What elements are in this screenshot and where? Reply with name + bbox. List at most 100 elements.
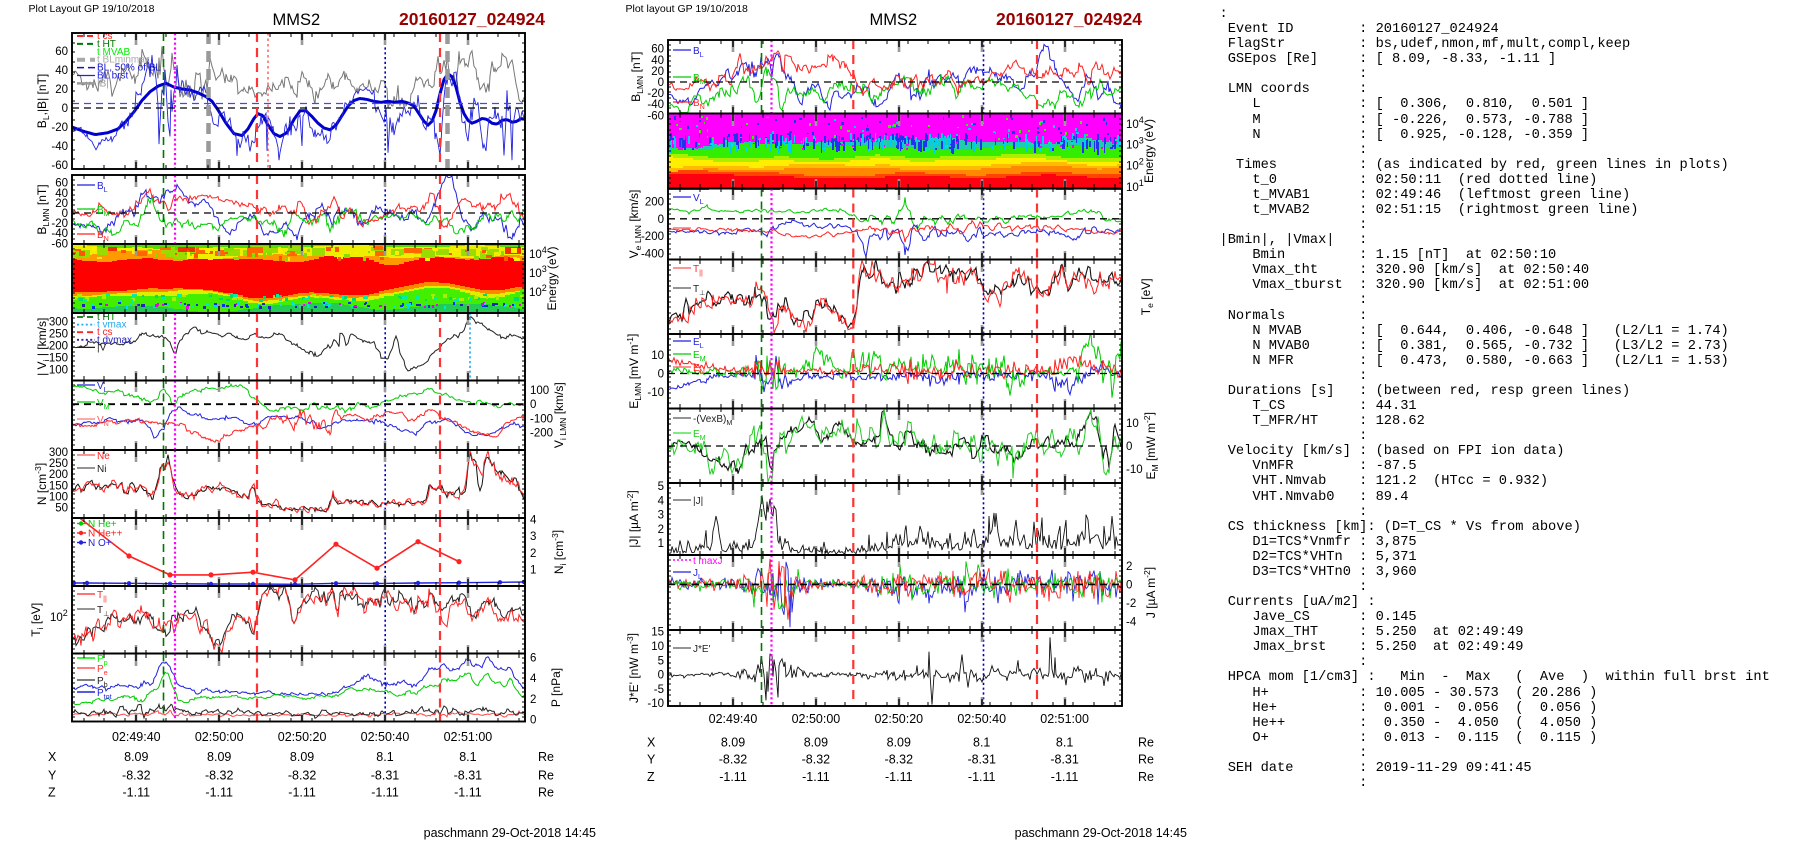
svg-text:Re: Re [538,769,554,783]
svg-text:-1.11: -1.11 [719,770,747,784]
svg-text:-8.32: -8.32 [205,769,234,783]
svg-text:20160127_024924: 20160127_024924 [996,9,1142,29]
svg-text:100: 100 [530,385,549,397]
svg-text:-1.11: -1.11 [802,770,830,784]
svg-text:Re: Re [1138,753,1154,767]
svg-text:Pe: Pe [97,664,108,677]
svg-text:Ni [cm-3]: Ni [cm-3] [550,530,568,574]
svg-text:Re: Re [538,786,554,800]
svg-text:Z: Z [48,786,56,800]
svg-text:300: 300 [49,447,68,459]
svg-text:|J|: |J| [693,496,703,507]
svg-text:Ptot: Ptot [97,688,112,701]
svg-text:8.09: 8.09 [721,736,745,750]
svg-text:BL: BL [693,46,704,59]
svg-text:40: 40 [55,65,68,77]
svg-text:4: 4 [530,673,537,685]
svg-text:N He++: N He++ [88,529,123,540]
svg-text:300: 300 [49,317,68,329]
svg-text:8.09: 8.09 [207,750,231,764]
svg-text:EM: EM [693,350,706,363]
svg-text:-1.11: -1.11 [205,786,233,800]
svg-text:| Vi | [km/s]: | Vi | [km/s] [35,318,51,376]
svg-text:Pp: Pp [97,654,108,667]
svg-text:8.09: 8.09 [124,750,148,764]
svg-text:Re: Re [538,750,554,764]
svg-text:-40: -40 [647,99,664,111]
svg-text:15: 15 [651,627,664,639]
svg-text:paschmann 29-Oct-2018 14:45: paschmann 29-Oct-2018 14:45 [424,826,596,840]
svg-text:P [nPa]: P [nPa] [549,668,563,707]
svg-text:t dvmax: t dvmax [97,335,132,346]
svg-text:t HT: t HT [97,39,116,50]
svg-text:8.1: 8.1 [376,750,393,764]
svg-text:t maxJ: t maxJ [693,556,722,567]
svg-text:20: 20 [55,198,68,210]
svg-text:02:51:00: 02:51:00 [1040,712,1089,726]
svg-text:BLMN [nT]: BLMN [nT] [35,184,51,234]
svg-text:J*E' [nW m-3]: J*E' [nW m-3] [625,633,641,703]
svg-text:-8.31: -8.31 [1050,753,1079,767]
svg-text:2: 2 [530,548,536,560]
svg-text:T⊥: T⊥ [97,605,109,618]
svg-text:8.1: 8.1 [973,736,990,750]
svg-text:60: 60 [55,178,68,190]
svg-text:-8.32: -8.32 [288,769,317,783]
svg-text:|V: |V [97,342,107,353]
svg-text:Energy (eV): Energy (eV) [1142,119,1156,183]
svg-text:8.1: 8.1 [1056,736,1073,750]
svg-text:N [cm-3]: N [cm-3] [33,463,49,505]
svg-text:-(VexB)M: -(VexB)M [693,414,732,427]
svg-text:-1.11: -1.11 [885,770,913,784]
svg-text:-1.11: -1.11 [968,770,996,784]
svg-text:0: 0 [1126,579,1132,591]
svg-text:6: 6 [530,653,536,665]
svg-text:t vmax: t vmax [97,320,126,331]
svg-text:1: 1 [530,564,536,576]
svg-text:Energy (eV): Energy (eV) [545,246,559,310]
svg-text:8.09: 8.09 [290,750,314,764]
svg-text:2: 2 [658,524,664,536]
svg-text:Plot Layout GP 19/10/2018: Plot Layout GP 19/10/2018 [29,3,155,15]
svg-text:8.09: 8.09 [887,736,911,750]
svg-text:8.09: 8.09 [804,736,828,750]
svg-text:-20: -20 [51,218,68,230]
svg-text:Y: Y [647,753,656,767]
svg-text:JL: JL [693,568,702,581]
svg-text:EN: EN [693,363,705,376]
svg-text:T||: T|| [97,590,107,603]
svg-text:Y: Y [48,769,57,783]
svg-text:-1.11: -1.11 [1051,770,1079,784]
svg-text:BL: BL [97,181,108,194]
svg-text:100: 100 [49,491,68,503]
svg-text:-40: -40 [51,141,68,153]
svg-text:-2: -2 [1126,598,1136,610]
svg-text:02:50:20: 02:50:20 [278,730,327,744]
svg-text:-8.31: -8.31 [371,769,400,783]
svg-text:J*E': J*E' [693,644,711,655]
svg-text:5: 5 [658,481,664,493]
svg-text:5: 5 [658,655,664,667]
svg-text:BL,|B| [nT]: BL,|B| [nT] [35,74,51,128]
svg-text:BN: BN [97,230,109,243]
svg-text:-400: -400 [641,249,664,261]
svg-text:Plot layout GP 19/10/2018: Plot layout GP 19/10/2018 [626,3,749,15]
svg-text:VL: VL [693,193,704,206]
svg-text:-8.32: -8.32 [719,753,748,767]
svg-text:EM [mW m-2]: EM [mW m-2] [1142,412,1160,480]
svg-text:10: 10 [651,641,664,653]
svg-text:-1.11: -1.11 [123,786,151,800]
svg-text:Re: Re [1138,736,1154,750]
svg-text:0: 0 [62,208,68,220]
svg-text:N He+: N He+ [88,519,117,530]
svg-text:-8.31: -8.31 [454,769,483,783]
svg-text:02:50:20: 02:50:20 [874,712,923,726]
svg-text:2: 2 [530,694,536,706]
svg-text:BL brst: BL brst [97,71,129,82]
svg-text:-1.11: -1.11 [454,786,482,800]
svg-text:Ni: Ni [97,464,106,475]
svg-text:250: 250 [49,458,68,470]
svg-text:102: 102 [50,608,68,624]
svg-text:-20: -20 [51,122,68,134]
svg-text:-60: -60 [647,110,664,122]
